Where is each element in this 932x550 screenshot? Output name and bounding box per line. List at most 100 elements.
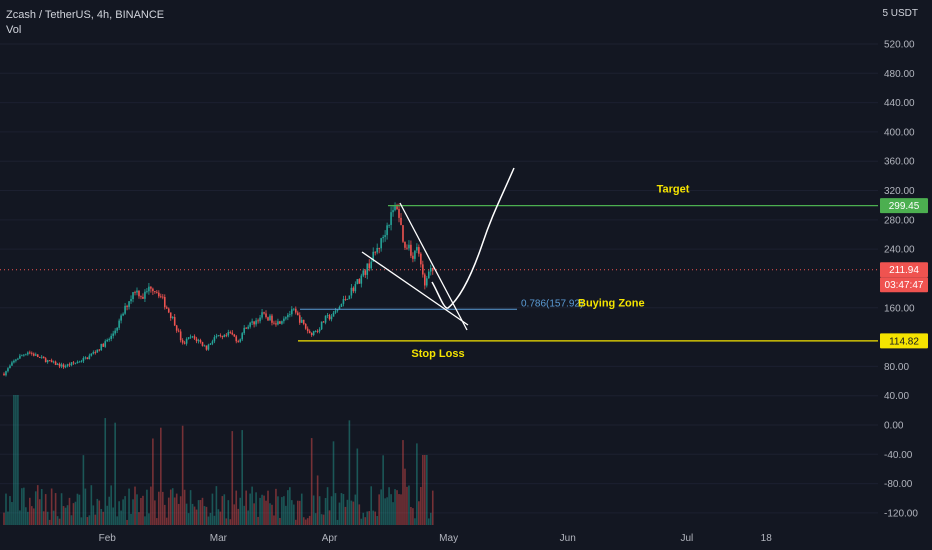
candle-body: [130, 298, 132, 302]
volume-bar: [169, 489, 172, 525]
volume-bar: [354, 494, 357, 525]
candle-body: [46, 360, 49, 363]
candle-body: [223, 334, 226, 338]
volume-bar: [231, 431, 234, 525]
volume-bar: [148, 513, 150, 525]
candle-body: [132, 292, 134, 299]
countdown-badge-bg: [880, 277, 928, 293]
volume-bar: [138, 512, 140, 525]
volume-bar: [15, 395, 17, 525]
volume-bar: [384, 498, 386, 525]
candle-body: [165, 307, 168, 309]
y-tick-label: 40.00: [884, 391, 909, 402]
candle-body: [94, 352, 97, 353]
candle-body: [100, 343, 103, 351]
volume-bar: [179, 496, 182, 525]
volume-bar: [211, 493, 214, 525]
volume-bar: [207, 516, 210, 525]
volume-bar: [261, 494, 263, 525]
volume-bar: [30, 506, 33, 525]
volume-bar: [291, 500, 293, 525]
candle-body: [108, 338, 111, 340]
volume-bar: [142, 495, 144, 525]
volume-bar: [70, 515, 73, 525]
volume-bar: [215, 486, 218, 525]
current-price-badge-bg: [880, 262, 928, 278]
volume-bar: [392, 502, 394, 525]
candle-body: [150, 286, 152, 289]
candle-body: [291, 309, 293, 315]
candle-body: [358, 279, 361, 284]
buying-zone-label: Buying Zone: [578, 297, 645, 309]
candle-body: [112, 333, 114, 336]
candle-body: [275, 323, 277, 325]
volume-bar: [54, 493, 57, 525]
volume-bar: [171, 488, 174, 525]
volume-label[interactable]: Vol: [6, 24, 22, 36]
volume-bar: [213, 515, 216, 525]
currency-unit[interactable]: 5 USDT: [882, 8, 918, 19]
symbol-title[interactable]: Zcash / TetherUS, 4h, BINANCE: [6, 9, 165, 21]
candle-body: [412, 255, 414, 259]
candle-body: [201, 342, 204, 346]
volume-bar: [203, 506, 206, 525]
volume-bar: [241, 430, 243, 525]
y-tick-label: -120.00: [884, 508, 918, 519]
candle-body: [249, 322, 251, 327]
volume-bar: [304, 519, 307, 525]
candle-body: [424, 274, 426, 286]
volume-bar: [370, 486, 373, 525]
volume-bar: [362, 512, 365, 525]
y-tick-label: 160.00: [884, 303, 915, 314]
volume-bar: [114, 422, 116, 525]
volume-bar: [382, 455, 384, 525]
volume-bar: [358, 504, 361, 525]
candle-body: [209, 343, 212, 345]
candle-body: [3, 373, 5, 376]
volume-bar: [74, 501, 77, 525]
volume-bar: [38, 499, 41, 525]
volume-bar: [177, 503, 180, 525]
volume-bar: [132, 499, 134, 525]
volume-bar: [406, 486, 408, 525]
volume-bar: [328, 510, 331, 525]
candle-body: [156, 291, 158, 293]
candle-body: [76, 361, 79, 363]
candle-body: [21, 355, 23, 357]
candle-body: [66, 364, 69, 367]
volume-bar: [162, 491, 164, 525]
candle-body: [324, 315, 327, 323]
candle-body: [296, 312, 299, 316]
volume-bar: [64, 507, 67, 525]
volume-bar: [320, 514, 323, 525]
candle-body: [38, 356, 41, 358]
x-tick-label: Feb: [99, 533, 117, 544]
candle-body: [241, 333, 243, 340]
candle-body: [48, 360, 51, 362]
candle-body: [338, 306, 341, 310]
candle-body: [169, 312, 172, 319]
stop-price-badge: 114.82: [889, 336, 919, 347]
volume-bar: [144, 516, 146, 525]
y-tick-label: 480.00: [884, 69, 915, 80]
volume-bar: [92, 505, 95, 525]
candle-body: [160, 296, 162, 298]
volume-bar: [289, 487, 291, 525]
volume-bar: [330, 496, 333, 525]
volume-bar: [136, 494, 138, 525]
candle-body: [17, 358, 19, 360]
volume-bar: [50, 488, 53, 525]
candle-body: [19, 355, 21, 359]
candle-body: [72, 362, 75, 364]
volume-bar: [52, 510, 55, 525]
candle-body: [265, 313, 267, 318]
volume-bar: [298, 500, 301, 525]
volume-bar: [388, 487, 390, 525]
chart-legend: Zcash / TetherUS, 4h, BINANCE Vol: [6, 8, 164, 37]
candle-body: [221, 336, 224, 338]
volume-bar: [94, 514, 97, 525]
volume-bar: [21, 488, 23, 525]
candle-body: [175, 325, 178, 331]
